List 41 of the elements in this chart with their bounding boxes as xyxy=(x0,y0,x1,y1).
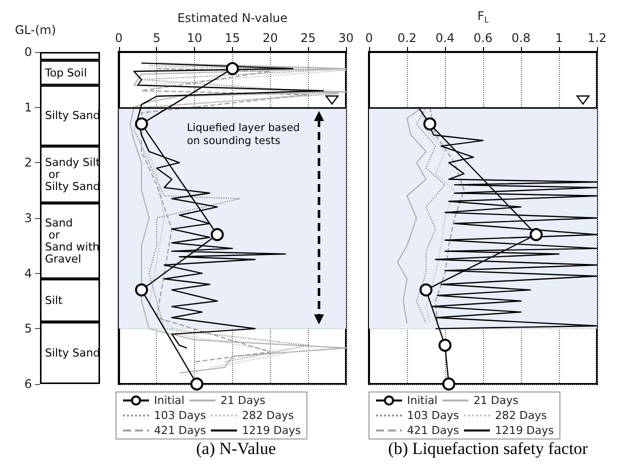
text: (a) N-Value xyxy=(196,439,276,458)
y-tick-label: 3 xyxy=(24,211,32,225)
x-tick-label: 0.4 xyxy=(435,31,455,45)
legend-label: 282 Days xyxy=(494,409,548,422)
y-tick-label: 1 xyxy=(24,100,32,114)
legend-label: 421 Days xyxy=(154,424,206,437)
x-tick-label: 1.2 xyxy=(587,31,607,45)
x-tick-label: 30 xyxy=(338,31,354,45)
x-tick-label: 25 xyxy=(300,31,316,45)
legend-label: 103 Days xyxy=(154,409,206,422)
legend-label: 421 Days xyxy=(407,424,460,437)
x-tick-label: 20 xyxy=(262,31,278,45)
x-tick-label: 5 xyxy=(152,31,160,45)
x-tick-label: 10 xyxy=(186,31,202,45)
x-axis-title: Estimated N-value xyxy=(177,11,288,25)
legend-label: 21 Days xyxy=(220,394,266,407)
series-label: Sand or Sand with Gravel xyxy=(45,216,100,266)
y-tick-label: 2 xyxy=(24,156,32,170)
series-label: Silt xyxy=(45,294,64,307)
x-tick-label: 1 xyxy=(555,31,563,45)
y-axis-title: GL-(m) xyxy=(14,23,56,37)
x-tick-label: 0.2 xyxy=(397,31,417,45)
legend-label: 21 Days xyxy=(473,394,519,407)
legend-label: Initial xyxy=(154,394,184,407)
x-tick-label: 15 xyxy=(224,31,240,45)
series-label: Top Soil xyxy=(44,66,87,80)
y-tick-label: 5 xyxy=(24,322,32,336)
band-label: Liquefied layer based on sounding tests xyxy=(186,122,304,147)
x-tick-label: 0.8 xyxy=(511,31,531,45)
legend-label: Initial xyxy=(407,394,438,407)
legend-label: 103 Days xyxy=(407,409,460,422)
x-tick-label: 0 xyxy=(365,31,373,45)
y-tick-label: 4 xyxy=(24,266,32,280)
x-tick-label: 0.6 xyxy=(473,31,493,45)
legend-label: 1219 Days xyxy=(494,424,554,437)
legend-label: 282 Days xyxy=(242,409,294,422)
legend-label: 1219 Days xyxy=(242,424,302,437)
x-tick-label: 0 xyxy=(114,31,123,45)
y-tick-label: 6 xyxy=(24,377,32,391)
y-tick-label: 0 xyxy=(24,45,32,59)
text: (b) Liquefaction safety factor xyxy=(388,439,588,458)
